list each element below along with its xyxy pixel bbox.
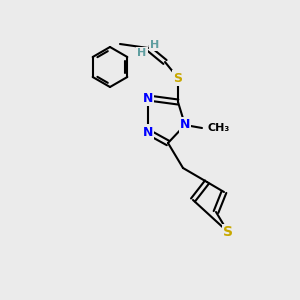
Text: S: S [223, 225, 233, 239]
Text: H: H [150, 40, 160, 50]
Text: N: N [143, 125, 153, 139]
Text: N: N [143, 92, 153, 104]
Text: CH₃: CH₃ [208, 123, 230, 133]
Text: N: N [180, 118, 190, 131]
Text: H: H [137, 48, 147, 58]
Text: S: S [173, 71, 182, 85]
